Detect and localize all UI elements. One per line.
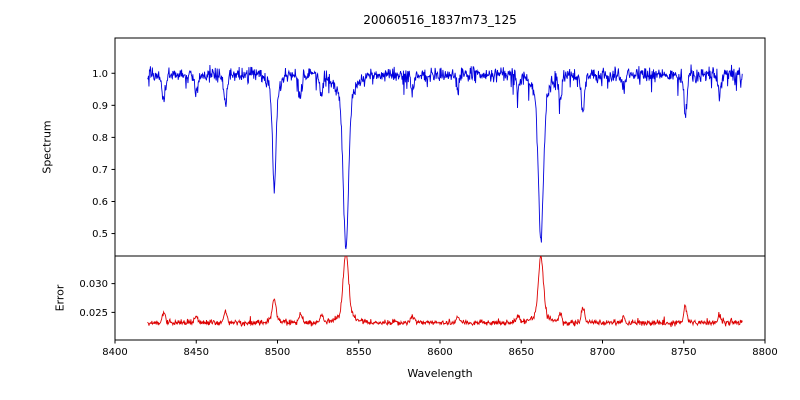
x-tick-label: 8700 (590, 347, 615, 358)
error-panel-border (114, 255, 766, 341)
x-tick-label: 8400 (102, 347, 127, 358)
y-tick-label: 0.030 (79, 279, 108, 290)
x-axis-label: Wavelength (407, 367, 473, 380)
y-tick-label: 0.025 (79, 308, 108, 319)
x-tick-label: 8650 (509, 347, 534, 358)
spectrum-line (147, 64, 743, 250)
y-tick-label: 0.9 (92, 101, 108, 112)
y-tick-label: 0.5 (92, 229, 108, 240)
chart-title: 20060516_1837m73_125 (363, 13, 517, 27)
x-tick-label: 8750 (671, 347, 696, 358)
x-tick-label: 8450 (184, 347, 209, 358)
error-line (147, 256, 743, 328)
y-tick-label: 0.6 (92, 197, 108, 208)
y-tick-label: 0.8 (92, 133, 108, 144)
x-tick-label: 8550 (346, 347, 371, 358)
x-tick-label: 8600 (427, 347, 452, 358)
y-tick-label: 0.7 (92, 165, 108, 176)
x-tick-label: 8800 (752, 347, 777, 358)
x-tick-label: 8500 (265, 347, 290, 358)
y-tick-label: 1.0 (92, 69, 108, 80)
